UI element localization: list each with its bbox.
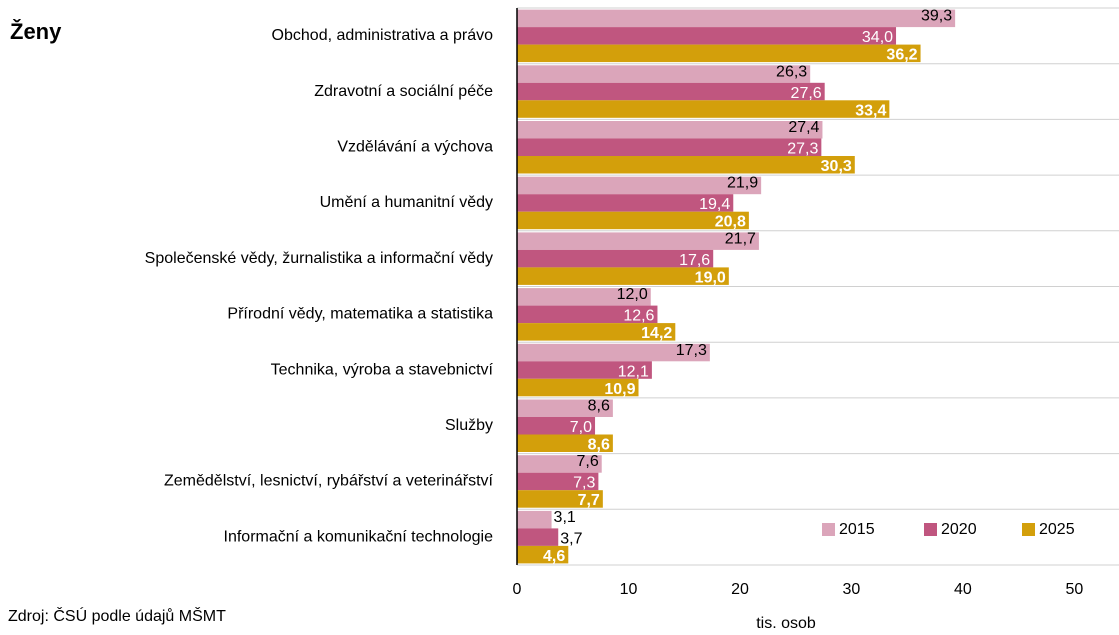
data-label: 8,6 — [588, 397, 610, 414]
bar — [517, 65, 811, 83]
data-label: 7,6 — [576, 453, 598, 470]
bar — [517, 176, 762, 195]
data-label: 7,7 — [578, 492, 600, 509]
data-label: 36,2 — [886, 47, 917, 64]
bar — [517, 288, 651, 306]
bar — [517, 44, 921, 63]
data-label: 3,1 — [554, 509, 576, 526]
category-label: Vzdělávání a výchova — [337, 138, 493, 155]
category-label: Technika, výroba a stavebnictví — [271, 361, 494, 378]
data-label: 21,9 — [727, 175, 758, 192]
x-tick-label: 0 — [513, 581, 522, 598]
bar — [517, 211, 749, 230]
bar — [517, 510, 552, 529]
bar — [517, 472, 599, 491]
data-label: 14,2 — [641, 325, 672, 342]
data-label: 27,4 — [788, 119, 819, 136]
data-label: 19,4 — [699, 196, 730, 213]
data-label: 34,0 — [862, 29, 893, 46]
data-label: 4,6 — [543, 548, 565, 565]
x-axis-title: tis. osob — [756, 615, 816, 632]
data-label: 12,6 — [623, 308, 654, 325]
bar — [517, 9, 956, 28]
bar — [517, 121, 823, 139]
bar — [517, 434, 613, 452]
bar — [517, 194, 734, 212]
data-label: 17,3 — [676, 342, 707, 359]
bar — [517, 323, 676, 341]
bar — [517, 249, 714, 268]
x-tick-label: 40 — [954, 581, 972, 598]
category-label: Zemědělství, lesnictví, rybářství a vete… — [164, 473, 494, 490]
bar — [517, 361, 652, 379]
bar — [517, 138, 822, 156]
category-label: Zdravotní a sociální péče — [314, 83, 493, 100]
data-label: 27,3 — [787, 140, 818, 157]
legend-swatch — [1022, 523, 1035, 536]
bar — [517, 305, 658, 324]
bar — [517, 545, 569, 564]
bar — [517, 378, 639, 397]
x-tick-label: 30 — [843, 581, 861, 598]
legend-label: 2015 — [839, 521, 875, 538]
data-label: 21,7 — [725, 230, 756, 247]
bar — [517, 82, 825, 101]
legend-label: 2025 — [1039, 521, 1075, 538]
category-label: Služby — [445, 417, 493, 434]
legend-label: 2020 — [941, 521, 977, 538]
bar — [517, 417, 596, 435]
data-label: 17,6 — [679, 252, 710, 269]
bar — [517, 399, 613, 417]
x-tick-label: 50 — [1066, 581, 1084, 598]
data-label: 8,6 — [588, 436, 610, 453]
bar — [517, 100, 890, 118]
source: Zdroj: ČSÚ podle údajů MŠMT — [8, 606, 226, 625]
legend-swatch — [822, 523, 835, 536]
data-label: 3,7 — [560, 530, 582, 547]
data-label: 20,8 — [715, 214, 746, 231]
data-label: 12,0 — [617, 286, 648, 303]
chart-title: Ženy — [10, 19, 62, 44]
data-label: 30,3 — [821, 158, 852, 175]
bar — [517, 455, 602, 473]
category-label: Umění a humanitní vědy — [320, 194, 493, 211]
data-label: 39,3 — [921, 8, 952, 25]
x-tick-label: 10 — [620, 581, 638, 598]
data-label: 26,3 — [776, 63, 807, 80]
bar — [517, 27, 897, 45]
bar — [517, 528, 559, 546]
bar — [517, 343, 710, 362]
bar — [517, 232, 759, 250]
category-label: Společenské vědy, žurnalistika a informa… — [145, 250, 493, 267]
data-label: 12,1 — [618, 363, 649, 380]
category-label: Přírodní vědy, matematika a statistika — [227, 306, 493, 323]
bar — [517, 490, 603, 508]
data-label: 19,0 — [695, 269, 726, 286]
bar — [517, 156, 855, 174]
legend-swatch — [924, 523, 937, 536]
category-label: Informační a komunikační technologie — [224, 528, 494, 545]
data-label: 7,0 — [570, 419, 592, 436]
x-tick-label: 20 — [731, 581, 749, 598]
category-label: Obchod, administrativa a právo — [272, 27, 494, 44]
data-label: 27,6 — [791, 85, 822, 102]
data-label: 7,3 — [573, 475, 595, 492]
data-label: 10,9 — [604, 381, 635, 398]
data-label: 33,4 — [855, 102, 886, 119]
bar — [517, 267, 729, 285]
